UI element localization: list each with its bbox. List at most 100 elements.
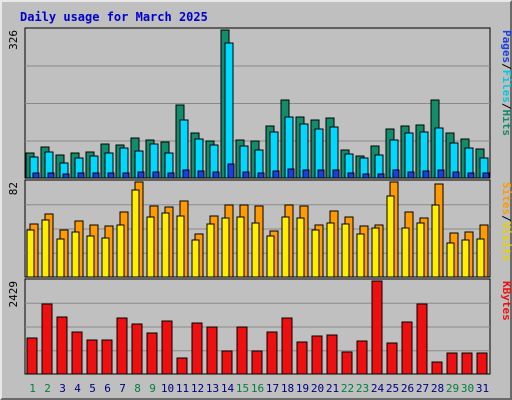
bar-kbytes <box>251 350 263 375</box>
bar-pages <box>242 171 250 179</box>
bar-pages <box>467 172 475 179</box>
day-label: 3 <box>59 382 66 395</box>
bar-pages <box>122 172 130 179</box>
bar-kbytes <box>401 321 413 375</box>
bar-sites <box>401 227 410 278</box>
bar-sites <box>341 223 350 278</box>
bar-kbytes <box>86 339 98 375</box>
day-label: 25 <box>386 382 399 395</box>
day-label: 14 <box>221 382 235 395</box>
day-label: 6 <box>104 382 111 395</box>
bar-sites <box>86 235 95 278</box>
bar-kbytes <box>206 326 218 375</box>
bar-sites <box>131 189 140 278</box>
day-label: 22 <box>341 382 354 395</box>
y-max-label-visits-sites: 82 <box>7 182 20 195</box>
bar-pages <box>362 173 370 179</box>
day-label: 2 <box>44 382 51 395</box>
bar-sites <box>236 216 245 278</box>
bar-kbytes <box>161 320 173 375</box>
bar-pages <box>47 172 55 179</box>
bar-sites <box>116 224 125 278</box>
day-label: 28 <box>431 382 444 395</box>
bar-pages <box>407 171 415 179</box>
bar-sites <box>431 204 440 278</box>
bar-sites <box>206 223 215 278</box>
bar-sites <box>56 238 65 278</box>
bar-sites <box>176 215 185 278</box>
day-label: 21 <box>326 382 339 395</box>
day-label: 8 <box>134 382 141 395</box>
day-label: 26 <box>401 382 414 395</box>
bar-kbytes <box>476 352 488 375</box>
legend-hits-files-pages: Pages/Files/Hits <box>500 30 512 136</box>
bar-kbytes <box>191 322 203 375</box>
day-label: 23 <box>356 382 369 395</box>
bar-sites <box>26 229 35 278</box>
bar-sites <box>296 217 305 278</box>
bar-kbytes <box>176 357 188 375</box>
bar-pages <box>227 163 235 179</box>
day-label: 1 <box>29 382 36 395</box>
bar-pages <box>77 172 85 179</box>
bar-pages <box>347 172 355 179</box>
legend-entry: Files <box>500 70 512 103</box>
bar-pages <box>212 171 220 179</box>
bar-kbytes <box>311 335 323 375</box>
day-label: 13 <box>206 382 219 395</box>
bar-files <box>179 119 189 179</box>
bar-sites <box>476 238 485 278</box>
bar-kbytes <box>371 280 383 375</box>
bar-pages <box>482 172 490 179</box>
bar-pages <box>62 173 70 179</box>
bar-sites <box>266 235 275 278</box>
bar-pages <box>332 169 340 179</box>
bar-kbytes <box>266 331 278 375</box>
bar-kbytes <box>101 339 113 375</box>
bar-sites <box>311 229 320 278</box>
bar-sites <box>446 242 455 278</box>
bar-sites <box>416 222 425 278</box>
bar-pages <box>317 169 325 179</box>
day-label: 15 <box>236 382 249 395</box>
legend-entry: KBytes <box>500 281 512 321</box>
bar-pages <box>152 171 160 179</box>
bar-pages <box>302 169 310 179</box>
bar-kbytes <box>221 350 233 375</box>
day-label: 11 <box>176 382 189 395</box>
bar-kbytes <box>356 340 368 375</box>
bar-pages <box>272 170 280 179</box>
bar-kbytes <box>416 303 428 375</box>
day-label: 16 <box>251 382 264 395</box>
bar-sites <box>356 233 365 278</box>
y-max-label-kbytes: 2429 <box>7 281 20 308</box>
bar-kbytes <box>431 361 443 375</box>
day-label: 24 <box>371 382 385 395</box>
day-label: 12 <box>191 382 204 395</box>
day-label: 17 <box>266 382 279 395</box>
bar-sites <box>371 227 380 278</box>
bar-pages <box>422 170 430 179</box>
legend-entry: / <box>500 63 512 70</box>
day-label: 5 <box>89 382 96 395</box>
chart-title: Daily usage for March 2025 <box>20 10 208 24</box>
bar-pages <box>137 171 145 179</box>
legend-entry: Hits <box>500 110 512 137</box>
bar-kbytes <box>326 334 338 375</box>
bar-pages <box>377 173 385 179</box>
y-max-label-hits-files-pages: 326 <box>7 30 20 50</box>
bar-kbytes <box>461 352 473 375</box>
bar-kbytes <box>131 323 143 375</box>
bar-pages <box>392 169 400 179</box>
bar-kbytes <box>386 342 398 375</box>
bar-pages <box>167 172 175 179</box>
legend-visits-sites: Sites/Visits <box>500 182 512 262</box>
bar-kbytes <box>341 351 353 375</box>
bar-sites <box>101 237 110 278</box>
bar-sites <box>461 239 470 278</box>
day-label: 10 <box>161 382 174 395</box>
bar-kbytes <box>56 316 68 375</box>
bar-pages <box>197 170 205 179</box>
bar-pages <box>287 168 295 179</box>
